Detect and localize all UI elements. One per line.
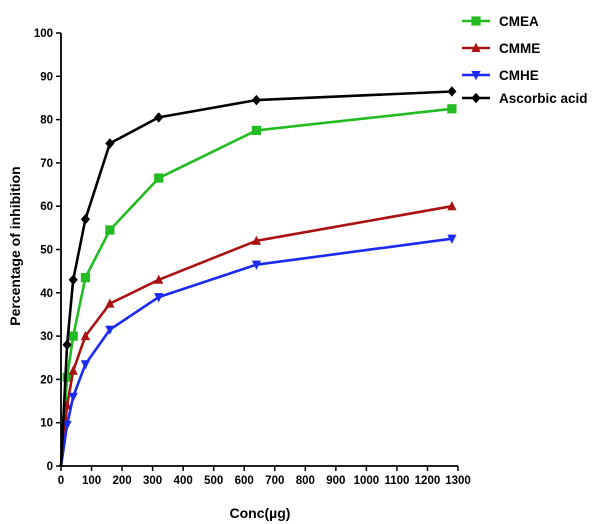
- legend-label: CMME: [499, 41, 540, 56]
- data-point-cmea: [68, 331, 78, 341]
- y-tick-label: 10: [40, 418, 53, 430]
- x-tick-label: 700: [265, 475, 284, 487]
- y-axis-ticks: 0 10 20 30 40 50 60 70 80 90 100: [34, 28, 61, 473]
- y-tick-label: 100: [34, 28, 53, 40]
- data-point-ascorbic-acid: [105, 138, 115, 149]
- legend: CMEA CMME CMHE Ascorbic acid: [462, 14, 588, 106]
- y-tick-label: 20: [40, 374, 53, 386]
- data-point-cmea: [80, 273, 91, 283]
- legend-label: CMEA: [499, 14, 539, 29]
- data-point-cmea: [251, 125, 262, 136]
- data-point-cmea: [154, 173, 164, 183]
- data-point-cmme: [68, 365, 78, 375]
- data-point-cmhe: [62, 420, 72, 431]
- data-point-ascorbic-acid: [62, 339, 72, 350]
- x-tick-label: 100: [82, 475, 101, 487]
- x-tick-label: 500: [204, 475, 223, 487]
- data-point-cmhe: [105, 325, 115, 335]
- data-point-cmhe: [154, 293, 164, 303]
- data-point-ascorbic-acid: [154, 112, 164, 123]
- y-axis-title: Percentage of inhibition: [7, 166, 23, 325]
- x-tick-label: 1300: [445, 475, 471, 487]
- series-line-cmhe: [59, 237, 453, 467]
- data-point-cmhe: [251, 260, 262, 270]
- data-point-cmme: [105, 298, 115, 308]
- x-axis-ticks: 0 100 200 300 400 500 600 700 800 900 1000 1100 1200…: [58, 466, 471, 487]
- data-point-ascorbic-acid: [447, 86, 457, 97]
- series-line-ascorbic-acid: [59, 90, 452, 467]
- data-point-cmme: [80, 330, 91, 341]
- y-tick-label: 60: [40, 201, 53, 213]
- data-point-cmhe: [80, 360, 91, 370]
- y-tick-label: 50: [40, 245, 53, 257]
- x-tick-label: 800: [296, 475, 315, 487]
- x-axis-title: Conc(µg): [230, 505, 291, 521]
- series-cmhe: [59, 234, 457, 467]
- axes: 0 100 200 300 400 500 600 700 800 900 1000 1100 1200…: [34, 28, 471, 487]
- series-line-cmea: [59, 107, 453, 467]
- data-point-cmme: [154, 274, 164, 284]
- legend-marker-ascorbic-acid: [471, 92, 481, 104]
- data-point-ascorbic-acid: [68, 274, 78, 286]
- series-layer: [59, 86, 457, 467]
- x-tick-label: 0: [58, 475, 64, 487]
- y-tick-label: 90: [40, 71, 53, 83]
- series-ascorbic-acid: [59, 86, 457, 467]
- x-tick-label: 300: [143, 475, 162, 487]
- y-tick-label: 80: [40, 115, 53, 127]
- series-cmea: [59, 104, 457, 467]
- legend-marker-cmhe: [471, 71, 481, 81]
- legend-item-cmea: CMEA: [462, 14, 539, 29]
- y-tick-label: 30: [40, 331, 53, 343]
- legend-marker-cmme: [471, 42, 481, 52]
- x-tick-label: 1200: [415, 475, 441, 487]
- legend-item-cmme: CMME: [462, 41, 540, 56]
- series-cmme: [59, 201, 457, 467]
- data-point-ascorbic-acid: [80, 213, 91, 225]
- x-tick-label: 400: [174, 475, 193, 487]
- x-tick-label: 600: [235, 475, 254, 487]
- x-tick-label: 200: [112, 475, 131, 487]
- y-tick-label: 40: [40, 288, 53, 300]
- legend-item-ascorbic-acid: Ascorbic acid: [462, 91, 588, 106]
- data-point-cmea: [447, 104, 457, 114]
- data-point-cmea: [105, 225, 115, 235]
- x-tick-label: 1000: [354, 475, 380, 487]
- x-tick-label: 900: [326, 475, 345, 487]
- data-point-cmhe: [447, 234, 457, 244]
- legend-marker-cmea: [471, 16, 481, 26]
- data-point-ascorbic-acid: [251, 94, 262, 106]
- data-point-cmme: [447, 201, 457, 211]
- x-tick-label: 1100: [384, 475, 409, 487]
- legend-label: Ascorbic acid: [499, 91, 588, 106]
- y-tick-label: 0: [47, 461, 53, 473]
- data-point-cmhe: [68, 392, 78, 402]
- plot-area: [59, 86, 457, 467]
- legend-item-cmhe: CMHE: [462, 68, 539, 83]
- y-tick-label: 70: [40, 158, 53, 170]
- legend-label: CMHE: [499, 68, 539, 83]
- data-point-cmea: [62, 372, 72, 382]
- data-point-cmme: [251, 235, 262, 245]
- series-line-cmme: [59, 204, 453, 467]
